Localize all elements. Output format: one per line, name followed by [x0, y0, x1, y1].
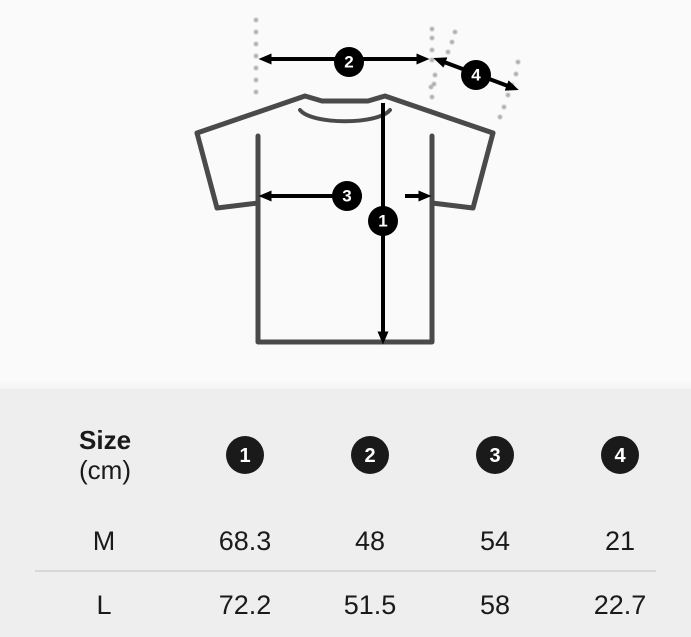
svg-text:1: 1	[378, 212, 387, 231]
svg-text:3: 3	[342, 187, 351, 206]
svg-text:58: 58	[480, 590, 510, 620]
svg-text:M: M	[93, 526, 116, 556]
svg-text:2: 2	[364, 445, 375, 467]
svg-text:(cm): (cm)	[79, 455, 131, 485]
svg-text:Size: Size	[79, 425, 131, 455]
svg-text:2: 2	[344, 53, 353, 72]
svg-text:21: 21	[605, 526, 635, 556]
svg-text:22.7: 22.7	[594, 590, 647, 620]
svg-text:4: 4	[614, 445, 626, 467]
svg-text:68.3: 68.3	[219, 526, 272, 556]
svg-text:54: 54	[480, 526, 510, 556]
svg-text:48: 48	[355, 526, 385, 556]
svg-text:4: 4	[471, 66, 481, 85]
svg-text:51.5: 51.5	[344, 590, 397, 620]
svg-text:3: 3	[489, 445, 500, 467]
svg-text:72.2: 72.2	[219, 590, 272, 620]
svg-text:1: 1	[239, 445, 250, 467]
svg-text:L: L	[96, 590, 111, 620]
